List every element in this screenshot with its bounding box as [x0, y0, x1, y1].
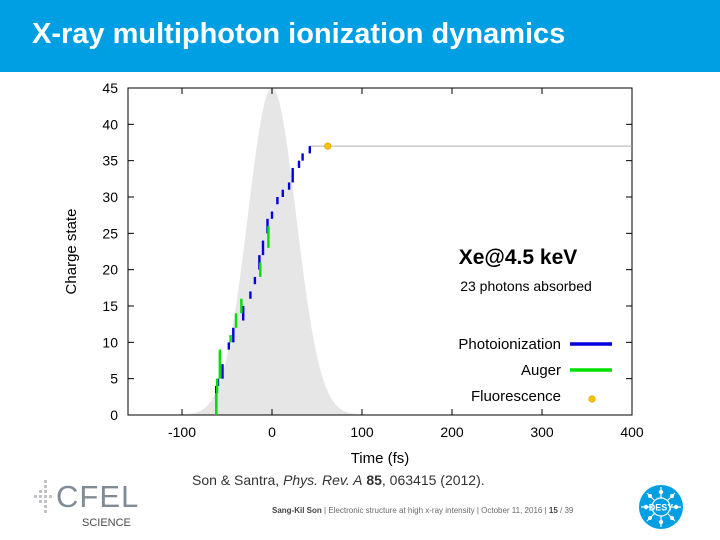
citation-journal: Phys. Rev. A — [283, 472, 363, 488]
desy-logo: DESY — [639, 485, 683, 529]
y-tick-label: 0 — [110, 407, 118, 423]
footer-page: 15 — [548, 506, 558, 515]
legend-swatch — [588, 395, 596, 403]
citation-volume: 85 — [366, 472, 382, 488]
pulse-envelope — [128, 88, 632, 415]
footer-speaker: Sang-Kil Son — [272, 506, 322, 515]
cfel-wordmark: CFEL — [56, 479, 140, 514]
x-tick-label: 100 — [350, 424, 374, 440]
y-tick-label: 45 — [102, 80, 118, 96]
desy-wordmark: DESY — [649, 503, 674, 513]
y-tick-label: 20 — [102, 262, 118, 278]
x-tick-label: 0 — [268, 424, 276, 440]
cfel-logo — [34, 480, 52, 513]
y-tick-label: 5 — [110, 371, 118, 387]
annotation-photons: 23 photons absorbed — [460, 278, 592, 294]
annotation-system: Xe@4.5 keV — [459, 246, 578, 269]
plot-frame — [127, 87, 633, 416]
y-tick-label: 35 — [102, 153, 118, 169]
x-tick-label: 200 — [440, 424, 464, 440]
y-tick-label: 15 — [102, 298, 118, 314]
title-bar: X-ray multiphoton ionization dynamics — [0, 0, 720, 72]
y-tick-label: 40 — [102, 116, 118, 132]
x-tick-label: 300 — [530, 424, 554, 440]
citation: Son & Santra, Phys. Rev. A 85, 063415 (2… — [192, 472, 485, 488]
y-tick-label: 10 — [102, 334, 118, 350]
legend-label: Fluorescence — [471, 388, 561, 405]
x-tick-label: -100 — [168, 424, 196, 440]
footer: Sang-Kil Son | Electronic structure at h… — [272, 506, 574, 515]
footer-talk: Electronic structure at high x-ray inten… — [328, 506, 475, 515]
fluorescence-point — [324, 142, 332, 150]
x-tick-label: 400 — [620, 424, 644, 440]
footer-date: October 11, 2016 — [481, 506, 543, 515]
slide-title: X-ray multiphoton ionization dynamics — [32, 18, 566, 50]
science-wordmark: SCIENCE — [82, 517, 131, 529]
y-axis-label: Charge state — [63, 209, 80, 295]
citation-rest: , 063415 (2012). — [381, 472, 485, 488]
citation-authors: Son & Santra, — [192, 472, 284, 488]
x-axis-label: Time (fs) — [351, 450, 410, 467]
legend-label: Photoionization — [458, 336, 561, 353]
legend-label: Auger — [521, 362, 561, 379]
footer-total: / 39 — [560, 506, 574, 515]
charge-state-chart: 0 5 10 15 20 25 30 35 40 45 -100 0 100 200 300 400 Time … — [63, 80, 644, 467]
y-tick-label: 25 — [102, 225, 118, 241]
y-tick-label: 30 — [102, 189, 118, 205]
